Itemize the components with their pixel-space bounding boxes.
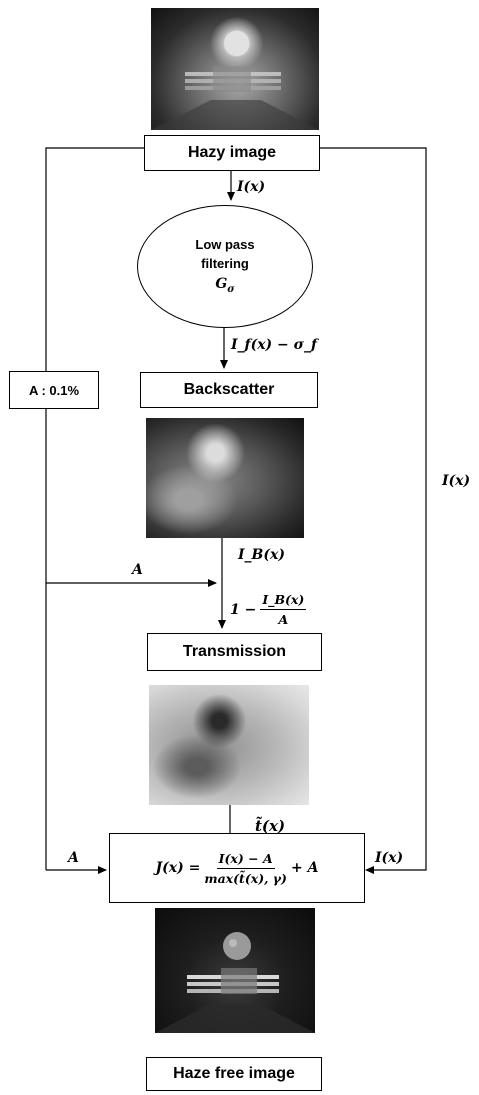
haze-free-image-thumbnail: [155, 908, 315, 1033]
recovery-denominator: max(t̃(x), γ): [204, 870, 287, 886]
recovery-tail: + A: [290, 860, 319, 876]
input-to-recovery-label: I(x): [375, 850, 404, 866]
airlight-box: A : 0.1%: [9, 371, 99, 409]
transmission-output-label: t̃(x): [255, 817, 286, 835]
recovery-numerator: I(x) − A: [216, 851, 275, 869]
backscatter-label: Backscatter: [183, 381, 275, 398]
transmission-map-thumbnail: [149, 685, 309, 805]
low-pass-filter-node: Low pass filtering Gσ: [137, 205, 313, 328]
gaussian-symbol-base: G: [215, 275, 228, 292]
recovery-formula-box: J(x) = I(x) − A max(t̃(x), γ) + A: [109, 833, 365, 903]
gaussian-symbol: Gσ: [215, 274, 234, 297]
hazy-image-box: Hazy image: [144, 135, 320, 171]
transmission-denominator: A: [278, 612, 289, 627]
edge-hazy-to-airlight: [45, 147, 144, 371]
airlight-label: A : 0.1%: [28, 382, 80, 398]
backscatter-box: Backscatter: [140, 372, 318, 408]
filter-output-text: I_f(x) − σ_f: [231, 337, 317, 353]
gaussian-symbol-sub: σ: [227, 283, 235, 295]
transmission-box: Transmission: [147, 633, 322, 671]
edge-input-bypass: [320, 147, 427, 874]
transmission-fraction: I_B(x) A: [260, 592, 307, 627]
recovery-lhs: J(x) =: [155, 860, 201, 876]
airlight-to-recovery-label: A: [68, 850, 79, 866]
low-pass-line2: filtering: [201, 255, 249, 271]
recovery-fraction: I(x) − A max(t̃(x), γ): [204, 851, 287, 886]
haze-free-scene-illustration: [155, 932, 315, 1033]
backscatter-map-thumbnail: [146, 418, 304, 538]
hazy-scene-illustration: [151, 66, 319, 130]
haze-free-box: Haze free image: [146, 1057, 322, 1091]
transmission-formula-lead: 1 −: [230, 601, 257, 618]
hazy-image-thumbnail: [151, 8, 319, 130]
transmission-label: Transmission: [182, 643, 287, 660]
backscatter-output-label: I_B(x): [238, 547, 285, 563]
input-bypass-label: I(x): [442, 473, 471, 489]
hazy-to-filter-label: I(x): [237, 179, 266, 195]
transmission-numerator: I_B(x): [260, 592, 307, 610]
airlight-branch-label: A: [132, 562, 143, 578]
filter-output-label: I_f(x) − σ_f: [231, 338, 317, 352]
haze-free-label: Haze free image: [173, 1065, 295, 1082]
low-pass-line1: Low pass: [195, 237, 255, 252]
transmission-formula: 1 − I_B(x) A: [230, 592, 310, 627]
hazy-image-label: Hazy image: [187, 144, 277, 161]
